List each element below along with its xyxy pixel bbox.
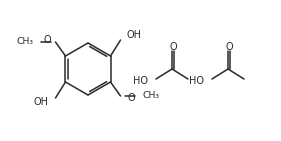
Text: OH: OH	[33, 97, 49, 107]
Text: OH: OH	[126, 30, 142, 40]
Text: O: O	[225, 42, 233, 52]
Text: CH₃: CH₃	[142, 92, 160, 101]
Text: CH₃: CH₃	[17, 38, 33, 47]
Text: O: O	[169, 42, 177, 52]
Text: O: O	[128, 93, 135, 103]
Text: HO: HO	[133, 76, 148, 86]
Text: HO: HO	[189, 76, 204, 86]
Text: O: O	[44, 35, 51, 45]
